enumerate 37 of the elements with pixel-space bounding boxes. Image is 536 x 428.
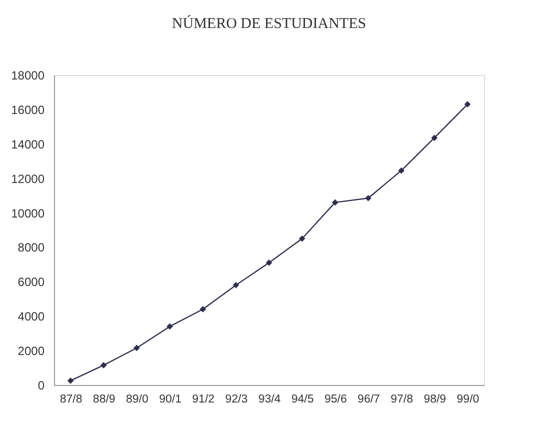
x-tick-label: 93/4 [258,394,282,406]
x-tick-label: 88/9 [92,394,116,406]
x-tick-label: 91/2 [192,394,215,406]
x-tick-label: 99/0 [456,394,480,406]
point [298,235,306,242]
point [67,378,74,384]
y-tick-label: 2000 [18,344,45,358]
point [266,260,272,266]
x-tick-label: 96/7 [358,394,380,406]
point [100,362,107,368]
point [464,101,471,108]
chart-title: NÚMERO DE ESTUDIANTES [172,15,366,32]
y-tick-label: 4000 [18,310,45,324]
point [232,282,240,288]
x-tick-label: 97/8 [390,394,414,406]
x-tick-label: 90/1 [159,394,182,406]
x-tick-label: 98/9 [424,394,446,406]
point [200,306,206,312]
y-tick-label: 16000 [11,102,45,117]
y-tick-label: 18000 [11,68,45,82]
x-tick-label: 94/5 [291,394,314,406]
point [431,134,438,142]
y-tick-label: 10000 [11,206,45,220]
point [398,167,404,174]
point [332,199,338,206]
x-tick-label: 87/8 [60,394,82,406]
point [365,194,372,202]
x-tick-label: 89/0 [126,394,148,406]
y-tick-label: 8000 [18,240,45,255]
x-tick-label: 92/3 [225,394,248,406]
y-tick-label: 6000 [18,275,45,290]
point [166,323,173,330]
y-tick-label: 0 [38,378,45,392]
y-tick-label: 12000 [11,172,45,186]
x-tick-label: 95/6 [324,394,347,406]
point [134,344,140,352]
y-tick-label: 14000 [11,137,45,152]
